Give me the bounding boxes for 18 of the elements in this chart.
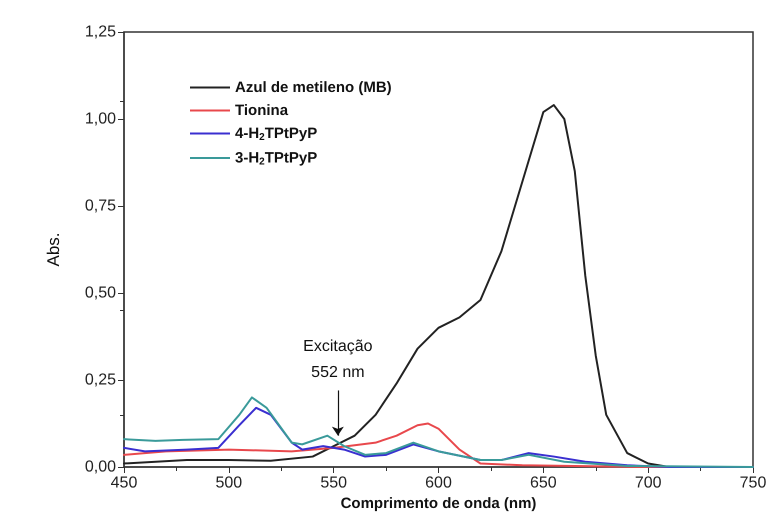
- y-tick-label: 0,50: [84, 284, 116, 302]
- x-tick-label: 700: [634, 474, 662, 492]
- x-tick-label: 500: [215, 474, 242, 492]
- y-tick-label: 0,00: [84, 458, 116, 476]
- legend-label: Tionina: [235, 102, 289, 119]
- y-tick-label: 1,00: [84, 110, 116, 128]
- x-tick-label: 750: [740, 474, 766, 492]
- x-tick-label: 600: [425, 474, 452, 492]
- legend-label: Azul de metileno (MB): [235, 79, 392, 96]
- annotation: Excitação 552 nm: [303, 338, 373, 381]
- y-tick-label: 0,25: [84, 372, 116, 388]
- x-axis-title: Comprimento de onda (nm): [340, 494, 536, 512]
- y-axis-title: Abs.: [44, 232, 63, 267]
- x-tick-label: 550: [320, 474, 348, 492]
- y-tick-label: 0,75: [84, 198, 116, 214]
- x-tick-label: 450: [110, 474, 138, 492]
- x-tick-label: 650: [530, 474, 557, 492]
- y-tick-label: 1,25: [84, 24, 116, 40]
